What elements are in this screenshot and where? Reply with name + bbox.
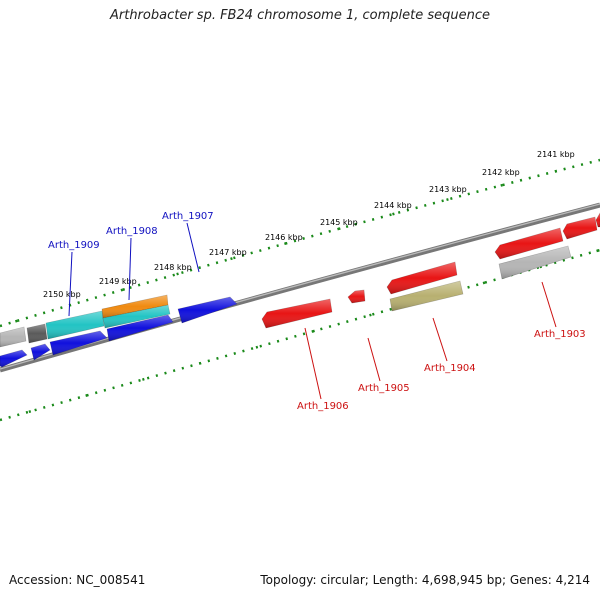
scale-label: 2143 kbp bbox=[429, 185, 467, 194]
feature-red-1906[interactable] bbox=[261, 298, 333, 329]
feature-red-upper[interactable] bbox=[386, 261, 458, 295]
gene-label-1906[interactable]: Arth_1906 bbox=[297, 401, 349, 412]
map-title: Arthrobacter sp. FB24 chromosome 1, comp… bbox=[109, 8, 491, 23]
feature-grey-lower[interactable] bbox=[498, 245, 572, 280]
genome-backbone bbox=[0, 202, 600, 373]
feature-shading bbox=[103, 305, 170, 328]
scale-label: 2150 kbp bbox=[43, 290, 81, 299]
leader-line-1907 bbox=[186, 222, 200, 273]
leader-line-1909 bbox=[68, 251, 73, 317]
feature-shading bbox=[0, 350, 27, 367]
feature-shading bbox=[107, 315, 173, 341]
gene-label-1905[interactable]: Arth_1905 bbox=[358, 383, 410, 394]
feature-shading bbox=[31, 344, 50, 360]
reverse-strand-features bbox=[261, 212, 600, 329]
feature-shading bbox=[499, 246, 571, 279]
scale-label: 2147 kbp bbox=[209, 248, 247, 257]
feature-cyan[interactable] bbox=[45, 310, 105, 340]
gene-labels: Arth_1909 Arth_1908 Arth_1907 Arth_1906 … bbox=[48, 211, 586, 412]
feature-shading bbox=[348, 290, 365, 303]
feature-red-1903[interactable] bbox=[494, 227, 564, 260]
feature-gray-grey[interactable] bbox=[0, 326, 27, 348]
scale-label: 2145 kbp bbox=[320, 218, 358, 227]
feature-shading bbox=[387, 262, 457, 294]
scale-label: 2149 kbp bbox=[99, 277, 137, 286]
leader-line-1906 bbox=[304, 327, 322, 400]
feature-shading bbox=[178, 297, 237, 323]
accession-label: Accession: NC_008541 bbox=[9, 573, 146, 587]
leader-lines bbox=[68, 222, 557, 400]
gene-label-1908[interactable]: Arth_1908 bbox=[106, 226, 158, 237]
leader-line-1904 bbox=[432, 317, 448, 362]
feature-shading bbox=[596, 213, 600, 227]
gene-label-1903[interactable]: Arth_1903 bbox=[534, 329, 586, 340]
feature-shading bbox=[563, 217, 597, 239]
leader-line-1908 bbox=[128, 237, 132, 301]
scale-label: 2148 kbp bbox=[154, 263, 192, 272]
gene-label-1907[interactable]: Arth_1907 bbox=[162, 211, 214, 222]
gene-label-1904[interactable]: Arth_1904 bbox=[424, 363, 476, 374]
scale-label: 2142 kbp bbox=[482, 168, 520, 177]
feature-shading bbox=[46, 311, 104, 339]
feature-cyan-2[interactable] bbox=[102, 304, 171, 329]
feature-dark-grey[interactable] bbox=[26, 323, 48, 344]
feature-shading bbox=[495, 228, 563, 259]
gene-label-1909[interactable]: Arth_1909 bbox=[48, 240, 100, 251]
feature-blue-small[interactable] bbox=[30, 343, 51, 361]
feature-shading bbox=[262, 299, 332, 328]
forward-strand-features bbox=[0, 294, 238, 368]
feature-red-edge[interactable] bbox=[595, 212, 600, 228]
backbone-line bbox=[0, 202, 600, 373]
feature-shading bbox=[27, 324, 47, 343]
feature-shading bbox=[102, 295, 168, 318]
scale-label: 2146 kbp bbox=[265, 233, 303, 242]
leader-line-1903 bbox=[541, 281, 557, 328]
feature-red-1905[interactable] bbox=[347, 289, 366, 304]
feature-red-right[interactable] bbox=[562, 216, 598, 240]
scale-labels: 2141 kbp 2142 kbp 2143 kbp 2144 kbp 2145… bbox=[43, 150, 575, 299]
feature-shading bbox=[50, 331, 107, 355]
feature-shading bbox=[0, 327, 26, 347]
feature-blue-1907[interactable] bbox=[177, 296, 238, 324]
feature-shading bbox=[390, 281, 463, 311]
feature-olive-1904[interactable] bbox=[389, 280, 464, 312]
topology-label: Topology: circular; Length: 4,698,945 bp… bbox=[260, 573, 590, 587]
scale-label: 2144 kbp bbox=[374, 201, 412, 210]
scale-label: 2141 kbp bbox=[537, 150, 575, 159]
feature-blue-mid[interactable] bbox=[49, 330, 108, 356]
feature-blue-left[interactable] bbox=[0, 349, 28, 368]
feature-blue-right[interactable] bbox=[106, 314, 174, 342]
leader-line-1905 bbox=[367, 337, 381, 382]
